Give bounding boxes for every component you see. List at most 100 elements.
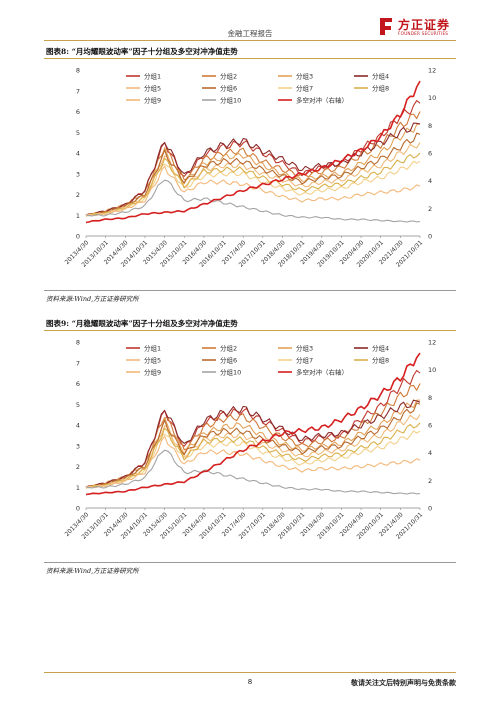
legend-item: 分组1	[126, 344, 161, 353]
figure-9-title: 图表9: “月稳耀眼波动率”因子十分组及多空对冲净值走势	[46, 319, 238, 328]
legend-label: 分组5	[144, 84, 161, 93]
figure-8-top-rule	[44, 58, 456, 59]
right-y-tick-label: 0	[428, 505, 432, 513]
left-y-tick-label: 0	[76, 505, 80, 513]
legend-label: 分组3	[296, 72, 313, 81]
right-y-tick-label: 8	[428, 394, 432, 402]
legend-item: 分组2	[202, 344, 237, 353]
series-line-11	[85, 80, 421, 224]
right-y-tick-label: 2	[428, 205, 432, 213]
right-y-tick-label: 8	[428, 122, 432, 130]
legend-item: 多空对冲（右轴）	[278, 96, 348, 105]
left-y-tick-label: 6	[76, 108, 80, 116]
right-y-tick-label: 2	[428, 477, 432, 485]
legend-item: 分组8	[354, 84, 389, 93]
figure-9-source: 资料来源:Wind,方正证券研究所	[46, 567, 139, 575]
legend-label: 分组2	[220, 344, 237, 353]
series-line-10	[85, 179, 421, 223]
page-number: 8	[247, 678, 253, 686]
legend-label: 分组9	[144, 96, 161, 105]
footer-rule	[44, 672, 456, 673]
right-y-tick-label: 4	[428, 177, 432, 185]
legend-label: 分组1	[144, 344, 161, 353]
right-y-tick-label: 4	[428, 449, 432, 457]
legend-label: 分组5	[144, 356, 161, 365]
left-y-tick-label: 5	[76, 129, 80, 137]
series-line-3	[85, 399, 421, 489]
series-line-6	[85, 132, 421, 217]
right-y-tick-label: 6	[428, 422, 432, 430]
header-rule	[44, 40, 456, 41]
legend-label: 分组7	[296, 84, 313, 93]
legend-label: 分组6	[220, 84, 237, 93]
legend-item: 分组4	[354, 72, 389, 81]
legend-label: 分组8	[372, 356, 389, 365]
figure-8-title: 图表8: “月均耀眼波动率”因子十分组及多空对冲净值走势	[46, 47, 238, 56]
right-y-tick-label: 0	[428, 233, 432, 241]
legend-item: 分组5	[126, 356, 161, 365]
legend-item: 多空对冲（右轴）	[278, 368, 348, 377]
left-y-tick-label: 4	[76, 422, 80, 430]
legend-item: 分组9	[126, 96, 161, 105]
series-line-11	[85, 352, 421, 496]
left-y-tick-label: 1	[76, 212, 80, 220]
series-line-10	[85, 449, 421, 495]
series-line-9	[85, 435, 421, 489]
legend-item: 分组3	[278, 72, 313, 81]
right-y-tick-label: 6	[428, 150, 432, 158]
left-y-tick-label: 8	[76, 67, 80, 75]
disclaimer-text: 敬请关注文后特别声明与免责条款	[351, 679, 456, 687]
legend-label: 分组6	[220, 356, 237, 365]
legend-item: 分组10	[202, 368, 241, 377]
legend-label: 多空对冲（右轴）	[296, 96, 348, 105]
figure-9-bottom-rule	[44, 562, 456, 563]
left-y-tick-label: 2	[76, 191, 80, 199]
legend-label: 分组10	[220, 96, 241, 105]
legend-item: 分组2	[202, 72, 237, 81]
series-line-9	[85, 165, 421, 217]
left-y-tick-label: 7	[76, 87, 80, 95]
legend-label: 分组4	[372, 72, 389, 81]
right-y-tick-label: 12	[428, 339, 436, 347]
legend-item: 分组10	[202, 96, 241, 105]
figure-9-chart: 0123456780246810122013/4/302013/10/31201…	[64, 339, 437, 541]
series-line-4	[85, 399, 421, 488]
logo-chinese-name: 方正证券	[398, 18, 451, 32]
header-title: 金融工程报告	[227, 29, 273, 38]
left-y-tick-label: 8	[76, 339, 80, 347]
series-line-8	[86, 422, 421, 489]
logo-english-name: FOUNDER SECURITIES	[398, 31, 449, 36]
legend-item: 分组6	[202, 356, 237, 365]
figure-8-source: 资料来源:Wind,方正证券研究所	[46, 295, 139, 303]
figure-8-bottom-rule	[44, 290, 456, 291]
right-y-tick-label: 10	[428, 94, 436, 102]
legend-item: 分组8	[354, 356, 389, 365]
figure-8-chart: 0123456780246810122013/4/302013/10/31201…	[64, 67, 437, 269]
legend-label: 分组2	[220, 72, 237, 81]
series-line-3	[85, 123, 421, 217]
left-y-tick-label: 5	[76, 401, 80, 409]
left-y-tick-label: 6	[76, 380, 80, 388]
logo-mark-icon	[380, 18, 392, 35]
legend-item: 分组7	[278, 84, 313, 93]
right-y-tick-label: 12	[428, 67, 436, 75]
right-y-tick-label: 10	[428, 366, 436, 374]
series-line-6	[85, 402, 421, 489]
left-y-tick-label: 3	[76, 170, 80, 178]
legend-item: 分组5	[126, 84, 161, 93]
legend-label: 分组1	[144, 72, 161, 81]
figure-9-top-rule	[44, 330, 456, 331]
series-line-8	[86, 152, 421, 217]
series-line-7	[85, 160, 421, 216]
legend-item: 分组6	[202, 84, 237, 93]
legend-label: 分组4	[372, 344, 389, 353]
left-y-tick-label: 1	[76, 484, 80, 492]
left-y-tick-label: 4	[76, 150, 80, 158]
left-y-tick-label: 7	[76, 359, 80, 367]
legend-item: 分组4	[354, 344, 389, 353]
series-line-7	[85, 430, 421, 488]
legend-label: 分组9	[144, 368, 161, 377]
legend-item: 分组1	[126, 72, 161, 81]
legend-label: 多空对冲（右轴）	[296, 368, 348, 377]
legend-item: 分组7	[278, 356, 313, 365]
